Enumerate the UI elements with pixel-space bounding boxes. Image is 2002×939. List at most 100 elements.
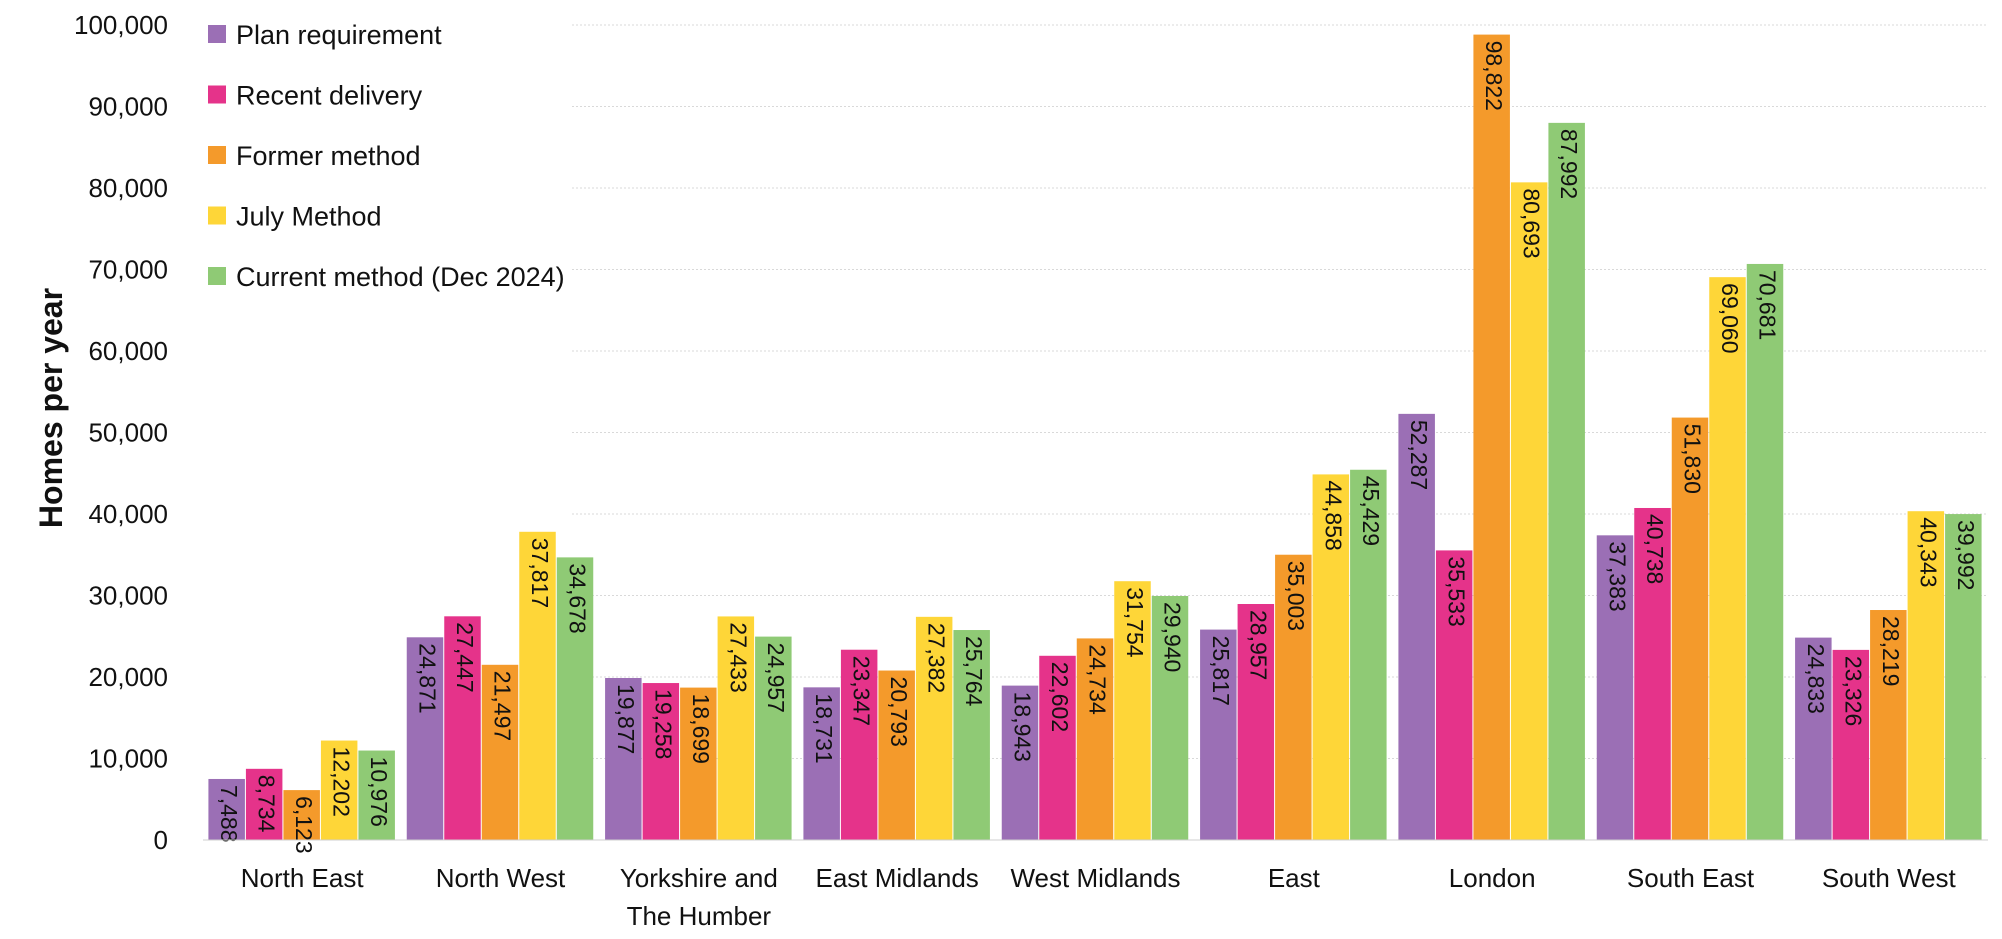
x-tick-label: Yorkshire and The Humber [620,863,778,931]
bar [1832,649,1870,840]
legend-entry: July Method [236,202,382,232]
data-label: 27,382 [924,623,950,693]
data-label: 40,738 [1642,514,1668,584]
x-tick-label: East Midlands [816,863,979,893]
bar [1398,413,1435,840]
legend-swatch [208,25,226,43]
data-label: 45,429 [1358,476,1384,546]
y-tick-label: 50,000 [88,418,168,448]
bar [1275,554,1312,840]
gridlines [572,24,1988,759]
bar [1746,263,1784,841]
x-tick-label: South East [1627,863,1755,893]
bar [1435,550,1473,840]
bar [556,557,594,840]
x-tick-label: North West [436,863,566,893]
legend-entry: Former method [236,141,421,171]
data-label: 22,602 [1047,662,1073,732]
data-label: 29,940 [1159,602,1185,672]
data-label: 12,202 [329,747,355,817]
data-label: 20,793 [886,677,912,747]
bar [208,778,245,840]
bar [481,664,519,840]
bars [208,34,1982,841]
data-label: 34,678 [564,563,590,633]
legend-swatch [208,206,226,225]
bar [1237,604,1275,840]
bar [1945,514,1982,840]
data-label: 52,287 [1406,420,1432,490]
data-label: 6,123 [291,796,317,854]
data-label: 87,992 [1556,129,1582,199]
y-tick-label: 0 [154,825,168,855]
data-label: 24,957 [763,643,789,713]
bar [519,531,556,840]
bar [878,670,915,840]
y-tick-label: 40,000 [88,499,168,529]
data-label: 51,830 [1679,424,1705,494]
data-label: 24,734 [1084,644,1110,715]
y-tick-label: 100,000 [74,10,168,40]
bar [840,649,878,840]
data-labels: 7,488 24,871 19,877 18,731 18,943 25,817 52,28… [216,41,1979,854]
legend-swatch [208,267,226,285]
bar [953,630,990,840]
y-tick-label: 10,000 [88,744,168,774]
bar [1001,685,1039,840]
x-tick-label: North East [241,863,365,893]
bar [1870,610,1907,840]
data-label: 69,060 [1717,283,1743,353]
data-label: 37,383 [1604,541,1630,611]
data-label: 23,326 [1840,656,1866,726]
data-label: 39,992 [1953,520,1979,590]
legend-entry: Current method (Dec 2024) [236,262,565,292]
data-label: 28,957 [1245,610,1271,680]
bar [1473,34,1510,840]
bar [283,790,320,840]
data-label: 25,764 [961,636,987,707]
data-label: 80,693 [1519,188,1545,258]
y-axis-label: Homes per year [33,288,69,528]
bar [642,683,680,840]
x-tick-label: West Midlands [1010,863,1180,893]
y-tick-label: 30,000 [88,581,168,611]
data-label: 25,817 [1208,636,1234,706]
axes: 0 10,000 20,000 30,000 40,000 50,000 60,000 70,… [74,10,1988,931]
data-label: 35,533 [1444,556,1470,626]
legend-swatch [208,146,226,164]
data-label: 18,731 [811,693,837,763]
bar [915,616,953,840]
bar [1548,122,1585,841]
bar [680,687,717,840]
legend-entry: Plan requirement [236,20,442,50]
bar [605,678,642,840]
data-label: 19,877 [613,684,639,754]
bar [1076,638,1114,840]
bar [1795,637,1832,840]
bar [717,616,755,840]
data-label: 23,347 [849,656,875,726]
data-label: 37,817 [527,538,553,608]
legend-entry: Recent delivery [236,81,423,111]
bar [1510,182,1548,840]
bar [1312,474,1350,840]
data-label: 18,699 [688,694,714,764]
data-label: 31,754 [1122,587,1148,658]
bar [444,616,481,840]
data-label: 24,833 [1803,644,1829,714]
y-tick-label: 90,000 [88,92,168,122]
x-tick-label: East [1268,863,1321,893]
bar [1350,469,1387,840]
bar [358,750,395,840]
bar [1709,277,1746,840]
bar [1200,629,1237,840]
data-label: 27,447 [452,622,478,692]
data-label: 7,488 [216,785,242,843]
data-label: 21,497 [489,671,515,741]
x-tick-label: South West [1822,863,1957,893]
data-label: 24,871 [414,643,440,713]
y-tick-label: 70,000 [88,255,168,285]
bar [1907,511,1945,840]
